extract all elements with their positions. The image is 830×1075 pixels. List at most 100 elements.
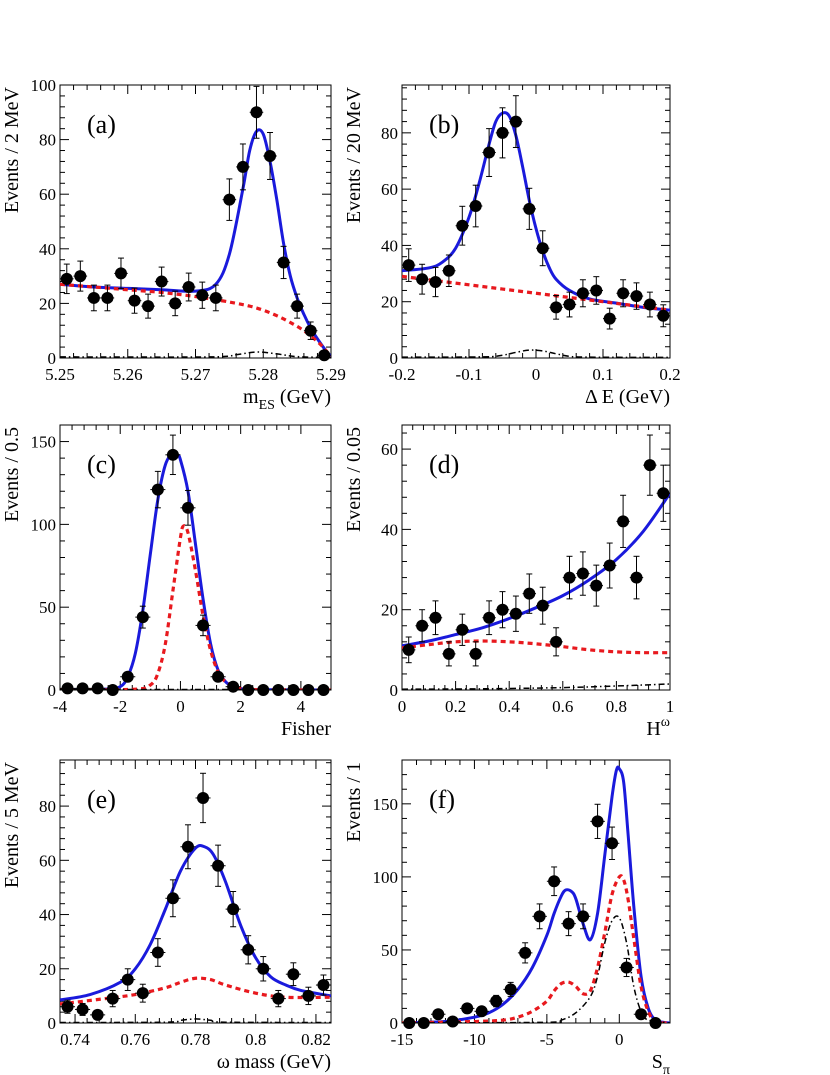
- panel-e: 0.74 0.76 0.78 0.8 0.82 0 20 40 60 80 (e) Events / …: [1, 759, 332, 1073]
- x-axis-label-main: H: [646, 718, 660, 740]
- data-point: [619, 957, 634, 978]
- data-point: [165, 879, 181, 918]
- data-marker: [536, 599, 549, 612]
- data-point: [522, 573, 536, 614]
- data-point: [603, 307, 617, 330]
- x-tick-label: 0: [615, 1030, 624, 1049]
- data-point: [255, 684, 271, 696]
- data-point: [135, 983, 151, 1003]
- data-marker: [236, 160, 249, 173]
- x-tick-label: 0.8: [606, 697, 627, 716]
- y-tick-label: 40: [381, 520, 398, 539]
- data-point: [60, 682, 76, 695]
- panel-label: (a): [87, 110, 116, 139]
- data-point: [75, 1002, 91, 1016]
- data-point: [495, 107, 510, 159]
- data-point: [236, 143, 250, 191]
- data-point: [549, 295, 563, 320]
- y-tick-label: 20: [39, 294, 56, 313]
- data-marker: [317, 979, 330, 992]
- y-tick-label: 60: [381, 440, 398, 459]
- y-axis-label: Events / 5 MeV: [1, 761, 23, 888]
- data-point: [495, 591, 510, 629]
- data-marker: [272, 992, 285, 1005]
- data-marker: [223, 193, 236, 206]
- x-tick-label: 0.82: [301, 1030, 331, 1049]
- data-point: [165, 434, 181, 476]
- data-point: [105, 684, 121, 696]
- data-marker: [212, 859, 225, 872]
- data-point: [603, 542, 617, 589]
- y-tick-label: 80: [39, 131, 56, 150]
- x-tick-label: 0.76: [120, 1030, 150, 1049]
- x-tick-label: -4: [53, 697, 68, 716]
- x-axis-label-unit: (GeV): [275, 386, 331, 408]
- x-axis-label-sub: ES: [259, 398, 275, 413]
- x-axis-label: mES (GeV): [243, 386, 331, 413]
- data-point: [195, 614, 211, 637]
- data-marker: [287, 968, 300, 981]
- peaking-curve: [60, 1018, 331, 1023]
- data-marker: [227, 680, 240, 693]
- y-tick-label: 150: [373, 795, 399, 814]
- data-marker: [617, 515, 630, 528]
- data-marker: [197, 619, 210, 632]
- data-point: [120, 968, 136, 991]
- data-point: [575, 903, 591, 930]
- data-point: [536, 586, 550, 625]
- y-tick-label: 60: [39, 851, 56, 870]
- data-marker: [242, 684, 255, 696]
- data-point: [576, 551, 590, 596]
- data-point: [509, 95, 523, 148]
- data-marker: [509, 607, 522, 620]
- data-marker: [61, 682, 74, 695]
- data-point: [643, 291, 657, 318]
- y-tick-label: 20: [381, 293, 398, 312]
- data-point: [276, 245, 291, 280]
- data-point: [536, 230, 550, 267]
- x-tick-label: 0.2: [659, 365, 680, 384]
- x-tick-label: 5.25: [45, 365, 75, 384]
- data-point: [469, 184, 483, 228]
- y-tick-label: 60: [39, 185, 56, 204]
- data-marker: [429, 276, 442, 289]
- data-point: [455, 205, 469, 246]
- data-marker: [257, 684, 270, 696]
- total-fit-curve: [402, 492, 670, 648]
- y-axis-label: Events / 0.5: [1, 427, 23, 522]
- data-marker: [649, 1017, 662, 1029]
- data-point: [120, 670, 136, 683]
- data-point: [90, 682, 106, 695]
- y-tick-label: 0: [390, 1014, 399, 1033]
- data-marker: [523, 202, 536, 215]
- data-marker: [429, 611, 442, 624]
- x-tick-label: 2: [236, 697, 245, 716]
- x-tick-label: 0.6: [552, 697, 573, 716]
- peaking-curve: [402, 683, 670, 690]
- data-point: [135, 605, 151, 629]
- data-point: [482, 600, 496, 636]
- y-tick-label: 0: [48, 1014, 57, 1033]
- panel-label: (d): [429, 450, 459, 479]
- data-point: [562, 291, 577, 318]
- data-marker: [76, 682, 89, 695]
- data-point: [648, 1017, 663, 1029]
- x-axis-label: Fisher: [281, 718, 331, 740]
- data-marker: [209, 291, 222, 304]
- data-marker: [196, 289, 209, 302]
- y-tick-label: 0: [48, 349, 57, 368]
- data-marker: [442, 264, 455, 277]
- x-axis-label: Hω: [646, 715, 670, 740]
- data-marker: [496, 603, 509, 616]
- data-marker: [643, 298, 656, 311]
- data-marker: [136, 611, 149, 624]
- x-axis-label-main: Δ E (GeV): [585, 386, 670, 408]
- data-marker: [456, 623, 469, 636]
- panel-label: (e): [87, 785, 116, 814]
- data-point: [315, 974, 331, 996]
- x-tick-label: 5.29: [316, 365, 346, 384]
- data-point: [240, 935, 256, 965]
- y-tick-label: 80: [381, 124, 398, 143]
- plot-area: [402, 111, 670, 358]
- data-point: [430, 1008, 446, 1021]
